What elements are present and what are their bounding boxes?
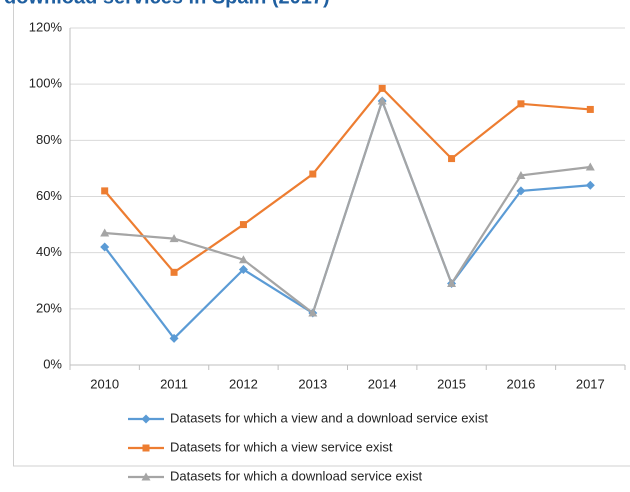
series-line — [103, 86, 591, 274]
legend-marker — [141, 472, 151, 481]
data-point — [517, 100, 525, 108]
data-point — [585, 180, 595, 190]
chart-title: download services in Spain (2017) — [4, 0, 330, 8]
data-point — [170, 268, 178, 276]
data-point — [238, 255, 248, 264]
data-point — [100, 242, 110, 252]
x-tick-label: 2010 — [90, 376, 119, 391]
y-tick-label: 120% — [29, 19, 63, 34]
series-line — [104, 97, 591, 315]
data-point — [239, 221, 247, 229]
y-tick-label: 100% — [29, 76, 63, 91]
x-tick-label: 2016 — [506, 376, 535, 391]
x-tick-label: 2011 — [160, 376, 188, 391]
y-tick-label: 40% — [36, 244, 62, 259]
y-tick-label: 0% — [43, 356, 62, 371]
data-point — [585, 162, 595, 171]
y-tick-label: 80% — [36, 132, 62, 147]
x-tick-label: 2015 — [437, 376, 466, 391]
legend-label: Datasets for which a view and a download… — [170, 410, 488, 425]
x-tick-label: 2017 — [576, 376, 605, 391]
data-point — [169, 333, 179, 343]
x-tick-label: 2013 — [298, 376, 327, 391]
data-point — [100, 228, 110, 237]
data-point — [309, 170, 317, 178]
data-point — [169, 234, 179, 243]
legend-label: Datasets for which a view service exist — [170, 439, 393, 454]
data-point — [377, 96, 387, 105]
data-point — [308, 308, 318, 317]
y-tick-label: 60% — [36, 188, 62, 203]
data-point — [448, 155, 456, 163]
data-point — [378, 84, 386, 92]
data-point — [101, 187, 109, 195]
series-line — [103, 97, 591, 340]
data-point — [447, 279, 457, 288]
legend-label: Datasets for which a download service ex… — [170, 468, 423, 483]
x-tick-label: 2012 — [229, 376, 258, 391]
y-tick-label: 20% — [36, 300, 62, 315]
chart-frame — [13, 0, 630, 467]
data-point — [516, 170, 526, 179]
x-tick-label: 2014 — [368, 376, 397, 391]
data-point — [586, 105, 594, 113]
legend-marker — [142, 444, 150, 452]
data-point — [516, 186, 526, 196]
data-point — [238, 265, 248, 275]
legend-marker — [141, 414, 151, 424]
